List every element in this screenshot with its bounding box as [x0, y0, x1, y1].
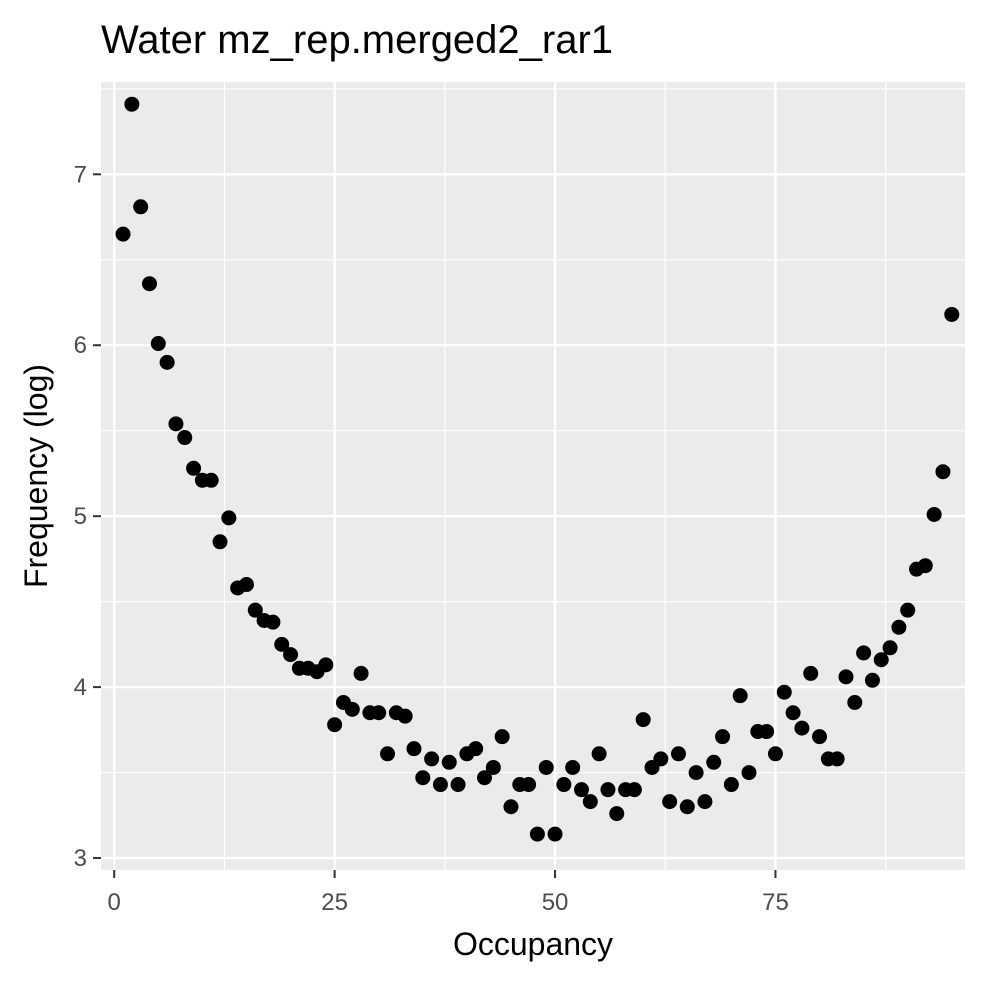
data-point [521, 777, 537, 793]
data-point [432, 777, 448, 793]
data-point [406, 741, 422, 757]
data-point [468, 741, 484, 757]
y-axis: 3 4 5 6 7 [74, 161, 101, 872]
data-point [477, 770, 493, 786]
x-axis: 0 25 50 75 [108, 870, 789, 916]
data-point [670, 746, 686, 762]
data-point [785, 705, 801, 721]
data-point [732, 688, 748, 704]
data-points [115, 96, 960, 842]
data-point [662, 794, 678, 810]
data-point [265, 614, 281, 630]
data-point [371, 705, 387, 721]
data-point [424, 751, 440, 767]
data-point [635, 712, 651, 728]
data-point [221, 510, 237, 526]
minor-gridlines [101, 82, 965, 870]
y-tick-label: 5 [74, 503, 87, 530]
data-point [115, 226, 131, 242]
data-point [529, 826, 545, 842]
data-point [247, 602, 263, 618]
y-axis-title: Frequency (log) [18, 364, 54, 588]
data-point [812, 729, 828, 745]
data-point [344, 701, 360, 717]
data-point [917, 558, 933, 574]
data-point [803, 665, 819, 681]
data-point [776, 684, 792, 700]
y-tick-label: 6 [74, 332, 87, 359]
data-point [168, 416, 184, 432]
data-point [891, 619, 907, 635]
data-point [494, 729, 510, 745]
data-point [238, 577, 254, 593]
data-point [838, 669, 854, 685]
data-point [380, 746, 396, 762]
data-point [609, 806, 625, 822]
data-point [697, 794, 713, 810]
data-point [556, 777, 572, 793]
data-point [353, 665, 369, 681]
y-tick-label: 7 [74, 161, 87, 188]
data-point [706, 754, 722, 770]
data-point [573, 782, 589, 798]
data-point [626, 782, 642, 798]
data-point [450, 777, 466, 793]
chart-title: Water mz_rep.merged2_rar1 [101, 18, 613, 62]
data-point [600, 782, 616, 798]
data-point [847, 694, 863, 710]
data-point [582, 794, 598, 810]
data-point [856, 645, 872, 661]
data-point [186, 460, 202, 476]
data-point [741, 765, 757, 781]
x-tick-label: 25 [321, 889, 348, 916]
data-point [397, 708, 413, 724]
data-point [150, 336, 166, 352]
x-tick-label: 50 [542, 889, 569, 916]
data-point [327, 717, 343, 733]
data-point [935, 464, 951, 480]
data-point [503, 799, 519, 815]
y-tick-label: 3 [74, 845, 87, 872]
data-point [873, 652, 889, 668]
data-point [212, 534, 228, 550]
data-point [538, 759, 554, 775]
data-point [141, 276, 157, 292]
data-point [565, 759, 581, 775]
major-gridlines [101, 82, 965, 870]
data-point [829, 751, 845, 767]
y-tick-label: 4 [74, 674, 87, 701]
data-point [794, 720, 810, 736]
data-point [882, 640, 898, 656]
data-point [679, 799, 695, 815]
data-point [485, 759, 501, 775]
data-point [318, 657, 334, 673]
data-point [715, 729, 731, 745]
data-point [900, 602, 916, 618]
data-point [944, 306, 960, 322]
data-point [177, 430, 193, 446]
data-point [864, 672, 880, 688]
data-point [547, 826, 563, 842]
data-point [124, 96, 140, 112]
data-point [688, 765, 704, 781]
data-point [415, 770, 431, 786]
data-point [159, 354, 175, 370]
data-point [274, 636, 290, 652]
data-point [591, 746, 607, 762]
data-point [653, 751, 669, 767]
data-point [759, 724, 775, 740]
x-tick-label: 75 [762, 889, 789, 916]
x-axis-title: Occupancy [453, 926, 613, 962]
x-tick-label: 0 [108, 889, 121, 916]
data-point [926, 506, 942, 522]
data-point [723, 777, 739, 793]
data-point [441, 754, 457, 770]
data-point [283, 647, 299, 663]
data-point [767, 746, 783, 762]
data-point [203, 472, 219, 488]
data-point [133, 199, 149, 215]
